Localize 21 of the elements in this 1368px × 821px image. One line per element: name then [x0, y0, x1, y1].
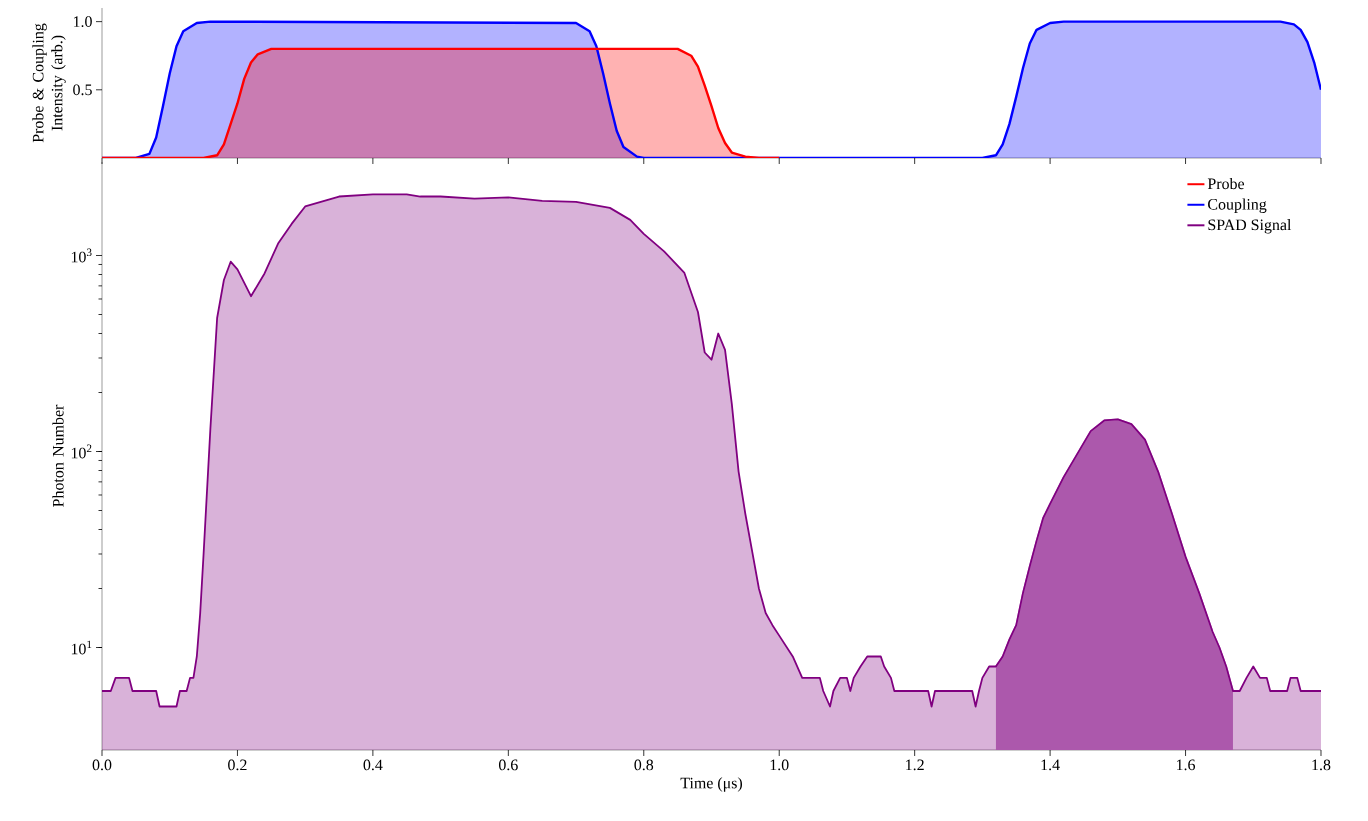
x-tick-label: 1.2: [906, 759, 924, 771]
y-tick-label: 10$^{2}$: [71, 444, 92, 459]
x-axis-title: Time (μs): [680, 777, 743, 792]
x-tick-label: 1.8: [1312, 759, 1331, 771]
y-axis-title: Probe & Coupling Intensity (arb.): [32, 23, 66, 143]
x-tick-label: 1.6: [1176, 759, 1196, 771]
y-tick-label: 10$^{3}$: [71, 248, 92, 263]
x-tick-label: 0.4: [363, 759, 383, 771]
x-tick-label: 0.8: [634, 759, 654, 771]
y-tick-label: 10$^{1}$: [71, 640, 92, 655]
y-tick-label: 0.5: [73, 84, 92, 96]
legend-label: SPAD Signal: [1208, 219, 1292, 234]
x-tick-label: 0.0: [92, 759, 112, 771]
x-tick-label: 0.2: [228, 759, 247, 771]
y-tick-label: 1.0: [73, 16, 92, 28]
text: Probe: [1207, 177, 1245, 190]
y-axis-title: Photon Number: [52, 404, 64, 507]
x-tick-label: 1.0: [770, 759, 789, 771]
x-tick-label: 0.6: [498, 759, 518, 771]
x-tick-label: 1.4: [1041, 759, 1060, 771]
text: Coupling: [1208, 198, 1267, 213]
